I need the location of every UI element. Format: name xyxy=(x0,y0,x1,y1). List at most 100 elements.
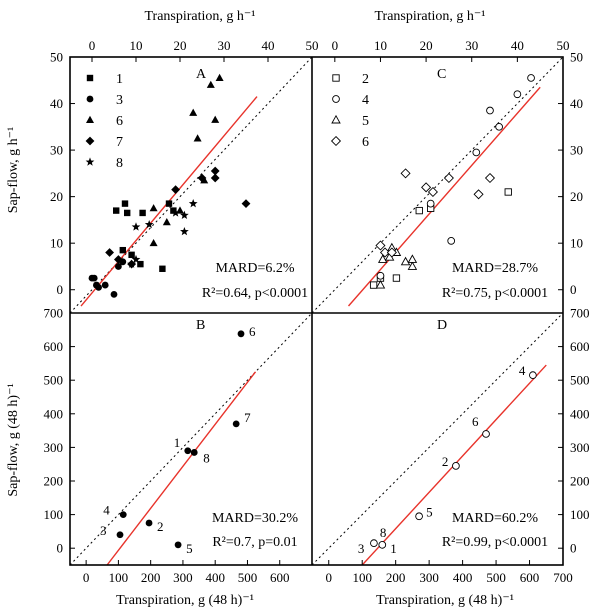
point-label: 2 xyxy=(442,454,449,469)
data-point xyxy=(105,248,114,257)
mard-text: MARD=6.2% xyxy=(215,261,294,276)
mard-text: MARD=60.2% xyxy=(452,511,538,526)
data-point xyxy=(369,281,378,289)
y-tick-label: 100 xyxy=(44,507,64,522)
legend-marker xyxy=(86,95,94,103)
mard-text: MARD=28.7% xyxy=(452,261,538,276)
x-tick-label: 100 xyxy=(352,570,372,585)
data-point xyxy=(180,226,189,236)
bottom-x-axis-title-right: Transpiration, g (48 h)⁻¹ xyxy=(376,593,514,608)
data-point xyxy=(101,281,109,289)
data-point xyxy=(113,207,120,214)
panel-letter: C xyxy=(437,67,446,82)
legend-marker xyxy=(85,136,95,146)
x-tick-label: 50 xyxy=(557,38,570,53)
y-tick-label: 0 xyxy=(570,541,577,556)
x-tick-label: 0 xyxy=(325,570,332,585)
data-point xyxy=(375,279,386,289)
x-tick-label: 200 xyxy=(141,570,161,585)
data-point xyxy=(119,246,126,254)
point-label: 8 xyxy=(203,450,210,465)
y-tick-label: 200 xyxy=(44,474,64,489)
y-tick-label: 500 xyxy=(44,373,64,388)
point-label: 4 xyxy=(519,363,526,378)
one-to-one-line xyxy=(69,56,313,314)
data-point xyxy=(171,185,180,195)
data-point xyxy=(377,254,388,263)
x-tick-label: 30 xyxy=(218,38,231,53)
data-point xyxy=(376,271,385,280)
point-label: 4 xyxy=(103,503,110,518)
panel-a: 0 10 20 30 40 50 0 10 20 30 40 50 A MARD=6.2% R²=0.64,… xyxy=(50,38,319,314)
r2-text: R²=0.75, p<0.0001 xyxy=(442,286,548,301)
data-point xyxy=(529,371,537,380)
data-point xyxy=(495,122,503,131)
point-label: 3 xyxy=(100,523,107,538)
data-point xyxy=(473,189,484,200)
y-tick-label: 10 xyxy=(570,236,583,251)
data-point xyxy=(110,290,118,298)
y-tick-label: 40 xyxy=(50,96,63,111)
data-point xyxy=(184,447,192,455)
y-tick-label: 500 xyxy=(570,373,590,388)
point-label: 8 xyxy=(380,525,387,540)
data-point xyxy=(131,254,141,264)
data-point xyxy=(447,237,456,245)
data-point xyxy=(482,430,490,438)
data-point xyxy=(504,188,512,196)
panel-b: 0 100 200 300 400 500 600 0 100 200 300 400 500 600 70… xyxy=(44,306,313,585)
y-tick-label: 400 xyxy=(44,406,64,421)
x-tick-label: 600 xyxy=(520,570,540,585)
x-tick-label: 10 xyxy=(374,38,387,53)
x-tick-label: 50 xyxy=(306,38,319,53)
x-tick-label: 300 xyxy=(419,570,439,585)
data-point xyxy=(452,462,460,470)
data-point xyxy=(241,199,251,209)
legend-label: 4 xyxy=(362,93,369,108)
data-point xyxy=(95,284,102,291)
data-point xyxy=(400,168,411,179)
data-point xyxy=(484,172,496,184)
legend-label: 3 xyxy=(116,93,123,108)
data-point xyxy=(513,90,522,99)
panel-letter: A xyxy=(196,67,207,82)
data-point xyxy=(149,238,158,247)
data-point xyxy=(215,73,224,81)
data-point xyxy=(443,172,454,184)
point-label: 5 xyxy=(426,504,433,519)
y-tick-label: 10 xyxy=(50,236,63,251)
y-tick-label: 0 xyxy=(570,282,577,297)
legend-label: 6 xyxy=(116,114,123,129)
x-tick-label: 100 xyxy=(109,570,129,585)
data-point xyxy=(116,531,124,539)
data-point xyxy=(189,108,198,116)
y-tick-label: 600 xyxy=(44,339,64,354)
legend-label: 6 xyxy=(362,135,369,150)
x-tick-label: 0 xyxy=(89,38,96,53)
x-tick-label: 40 xyxy=(511,38,524,53)
data-point xyxy=(124,209,131,217)
y-tick-label: 400 xyxy=(570,406,590,421)
y-tick-label: 0 xyxy=(57,541,64,556)
data-point xyxy=(211,115,220,123)
data-point xyxy=(144,219,154,229)
x-tick-label: 500 xyxy=(486,570,506,585)
data-point xyxy=(165,200,173,207)
data-point xyxy=(119,511,127,518)
point-label: 3 xyxy=(358,541,365,556)
point-label: 5 xyxy=(186,541,193,556)
legend-label: 7 xyxy=(116,135,123,150)
data-point xyxy=(375,240,386,251)
x-tick-label: 200 xyxy=(386,570,406,585)
panel-frames xyxy=(69,56,564,566)
one-to-one-line xyxy=(311,312,564,566)
point-label: 6 xyxy=(249,324,256,339)
legend-label: 5 xyxy=(362,114,369,129)
y-tick-label: 50 xyxy=(50,50,63,65)
data-point xyxy=(400,256,411,266)
y-tick-label: 20 xyxy=(570,189,583,204)
data-point xyxy=(121,200,129,207)
data-point xyxy=(149,204,158,212)
x-tick-label: 400 xyxy=(205,570,225,585)
panel-c: 0 10 20 30 40 50 0 10 20 30 40 50 C MARD=28.7% R²=0.75… xyxy=(311,38,583,314)
